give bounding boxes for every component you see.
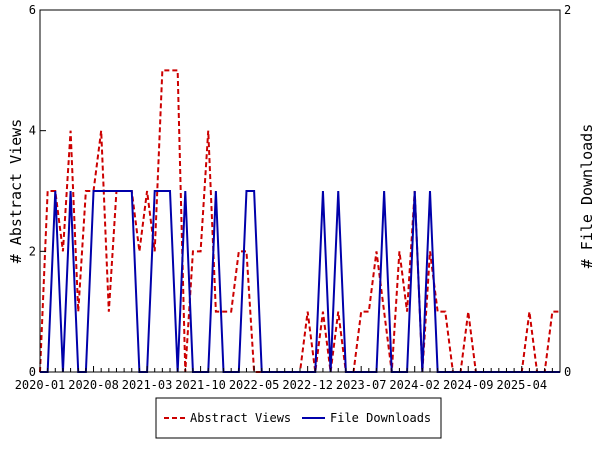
legend: Abstract Views File Downloads — [155, 397, 442, 439]
x-tick-label: 2024-02 — [389, 378, 440, 392]
x-tick-label: 2020-01 — [15, 378, 66, 392]
legend-label-abstract-views: Abstract Views — [190, 411, 291, 425]
y-ticks: 0 2 4 6 0 2 — [29, 3, 571, 379]
y-tick-label-left: 4 — [29, 124, 36, 138]
y-tick-label-right: 2 — [564, 3, 571, 17]
x-tick-label: 2025-04 — [496, 378, 547, 392]
series-line-abstract-views — [39, 69, 560, 373]
y-tick-label-left: 2 — [29, 244, 36, 258]
legend-label-file-downloads: File Downloads — [330, 411, 431, 425]
y-tick-label-right: 0 — [564, 365, 571, 379]
x-tick-label: 2021-03 — [122, 378, 173, 392]
legend-box — [155, 397, 442, 439]
series-line-file-downloads — [40, 190, 560, 373]
y-axis-title-left: # Abstract Views — [7, 119, 25, 264]
x-tick-label: 2020-08 — [68, 378, 119, 392]
x-tick-label: 2022-12 — [282, 378, 333, 392]
series-layer — [39, 69, 560, 373]
x-tick-label: 2021-10 — [175, 378, 226, 392]
x-tick-label: 2022-05 — [229, 378, 280, 392]
y-tick-label-left: 6 — [29, 3, 36, 17]
x-tick-label: 2023-07 — [336, 378, 387, 392]
y-tick-label-left: 0 — [29, 365, 36, 379]
y-axis-title-right: # File Downloads — [578, 124, 596, 269]
x-ticks: 2020-01 2020-08 2021-03 2021-10 2022-05 2022-… — [15, 366, 561, 392]
x-tick-label: 2024-09 — [443, 378, 494, 392]
